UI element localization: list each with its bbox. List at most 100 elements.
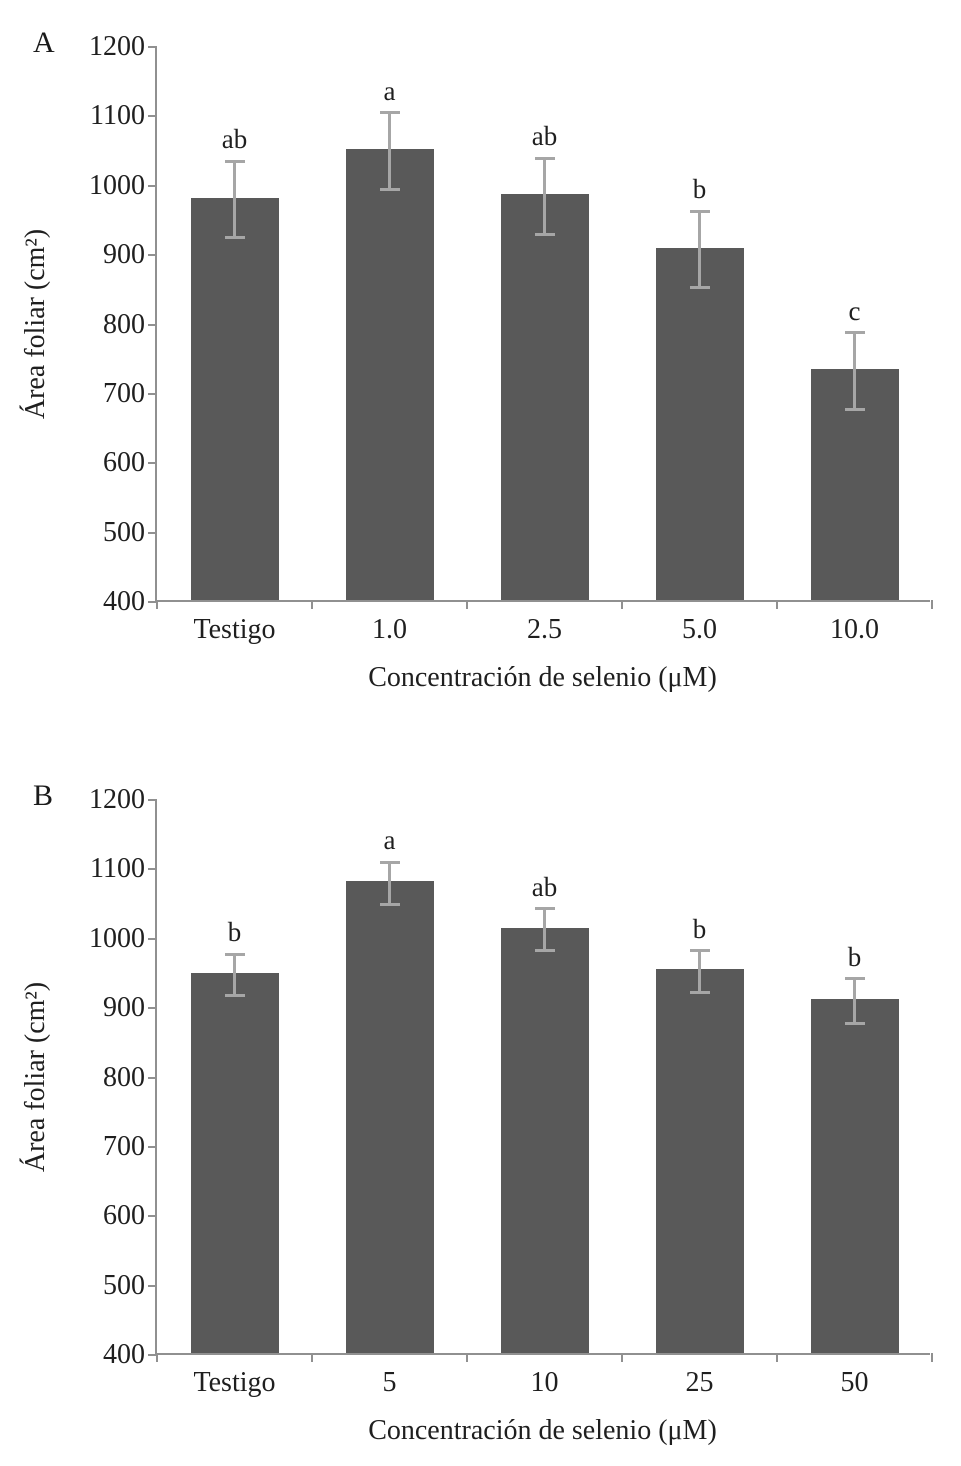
significance-letter: a	[383, 75, 396, 106]
y-axis-tick-mark	[148, 868, 157, 871]
y-axis-tick-label: 700	[103, 1130, 145, 1162]
y-axis-tick-mark	[148, 601, 157, 603]
y-axis-tick-label: 700	[103, 377, 145, 409]
y-axis-tick-mark	[148, 1007, 157, 1010]
error-bar-cap-top	[534, 907, 555, 911]
y-axis-tick-mark	[148, 462, 157, 465]
x-axis-tick-mark	[621, 600, 623, 609]
x-axis-category-label: Testigo	[193, 614, 276, 645]
x-axis-tick-mark	[156, 1353, 158, 1362]
x-axis-category-label: 10	[530, 1367, 559, 1398]
y-axis-tick-label: 900	[103, 239, 145, 271]
bar-50	[810, 999, 899, 1353]
bar-Testigo	[190, 197, 279, 600]
significance-letter: ab	[531, 121, 558, 151]
x-axis-category-label: Testigo	[193, 1367, 276, 1398]
plot-area: 400 500 600 700 800 900 1000 1100 1200 b Testigo a 5…	[89, 786, 933, 1397]
x-axis-category-label: 10.0	[830, 614, 879, 645]
error-bar-cap-top	[689, 949, 710, 953]
error-bar-cap-top	[224, 159, 245, 163]
error-bar-line	[388, 112, 391, 190]
y-axis-tick-mark	[148, 392, 157, 395]
y-axis-tick-label: 1100	[90, 853, 145, 885]
x-axis-tick-mark	[466, 600, 468, 609]
y-axis-tick-label: 900	[103, 992, 145, 1024]
y-axis-tick-mark	[148, 184, 157, 187]
error-bar-line	[233, 954, 236, 996]
x-axis-tick-mark	[621, 1353, 623, 1362]
y-axis-tick-mark	[148, 531, 157, 534]
panel-label-b: B	[33, 779, 54, 812]
bar-25	[655, 969, 744, 1353]
y-axis-tick-label: 600	[103, 447, 145, 479]
y-axis-title: Área foliar (cm²)	[20, 981, 51, 1173]
y-axis-tick-mark	[148, 1215, 157, 1218]
error-bar-cap-bottom	[534, 232, 555, 236]
significance-letter: b	[847, 941, 862, 972]
error-bar-line	[233, 161, 236, 238]
x-axis-category-label: 1.0	[372, 614, 407, 645]
error-bar-cap-top	[844, 977, 865, 981]
error-bar-cap-bottom	[379, 902, 400, 906]
x-axis-category-label: 2.5	[527, 614, 562, 645]
significance-letter: ab	[531, 871, 558, 902]
bar-1.0	[345, 149, 434, 600]
y-axis-tick-label: 500	[103, 1269, 145, 1301]
significance-letter: b	[692, 174, 707, 205]
y-axis-tick-mark	[148, 799, 157, 801]
x-axis-title: Concentración de selenio (μM)	[368, 662, 717, 693]
x-axis-category-label: 5	[382, 1367, 397, 1398]
bar-Testigo	[190, 972, 279, 1353]
bar-5.0	[655, 247, 744, 600]
error-bar-cap-bottom	[844, 1021, 865, 1025]
x-axis-tick-mark	[776, 600, 778, 609]
error-bar-cap-top	[534, 156, 555, 160]
x-axis-category-label: 5.0	[682, 614, 717, 645]
error-bar-cap-bottom	[224, 994, 245, 998]
error-bar-cap-top	[844, 331, 865, 335]
y-axis-tick-label: 1200	[89, 784, 145, 815]
x-axis-tick-mark	[931, 1353, 933, 1362]
x-axis-category-label: 50	[840, 1367, 869, 1398]
y-axis-tick-mark	[148, 115, 157, 118]
error-bar-cap-top	[379, 860, 400, 864]
y-axis-tick-mark	[148, 1076, 157, 1079]
y-axis-tick-label: 500	[103, 516, 145, 548]
error-bar-line	[543, 158, 546, 235]
error-bar-cap-bottom	[534, 949, 555, 953]
error-bar-cap-top	[379, 111, 400, 115]
y-axis-tick-label: 600	[103, 1200, 145, 1232]
x-axis-tick-mark	[466, 1353, 468, 1362]
error-bar-cap-bottom	[689, 990, 710, 994]
y-axis-tick-mark	[148, 46, 157, 48]
x-axis-tick-mark	[311, 600, 313, 609]
y-axis-tick-mark	[148, 323, 157, 326]
error-bar-line	[543, 908, 546, 951]
bar-2.5	[500, 194, 589, 600]
y-axis-tick-mark	[148, 1354, 157, 1356]
error-bar-cap-top	[224, 952, 245, 956]
chart-panel-b: B Área foliar (cm²) 400 500 600 700 800 900 10…	[0, 755, 961, 1466]
x-axis-tick-mark	[931, 600, 933, 609]
y-axis-tick-label: 800	[103, 1061, 145, 1093]
y-axis-tick-label: 1000	[89, 922, 145, 954]
x-axis-tick-mark	[311, 1353, 313, 1362]
y-axis-tick-label: 800	[103, 308, 145, 340]
error-bar-line	[698, 211, 701, 288]
y-axis-tick-mark	[148, 1284, 157, 1287]
error-bar-cap-bottom	[844, 407, 865, 411]
error-bar-line	[698, 950, 701, 993]
y-axis-tick-mark	[148, 254, 157, 257]
y-axis-title: Área foliar (cm²)	[20, 228, 51, 420]
panel-label-a: A	[33, 26, 55, 59]
significance-letter: b	[227, 917, 242, 947]
x-axis-title: Concentración de selenio (μM)	[368, 1415, 717, 1446]
y-axis-tick-label: 400	[103, 1339, 145, 1370]
bar-5	[345, 881, 434, 1353]
y-axis-tick-label: 1200	[89, 31, 145, 62]
error-bar-cap-bottom	[224, 236, 245, 240]
y-axis-tick-mark	[148, 937, 157, 940]
error-bar-line	[853, 978, 856, 1024]
significance-letter: b	[692, 913, 707, 944]
